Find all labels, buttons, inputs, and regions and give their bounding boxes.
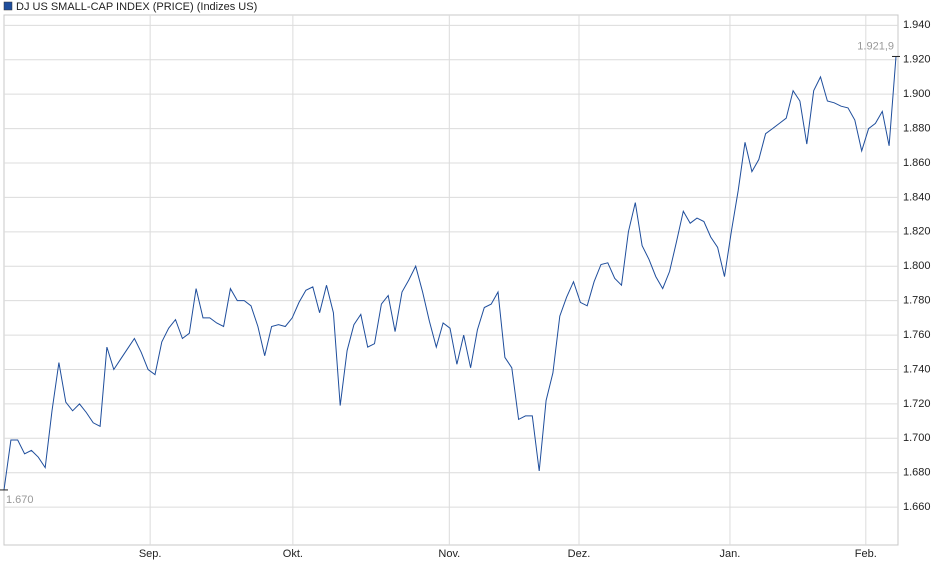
y-tick-label: 1.660 bbox=[903, 501, 931, 513]
y-tick-label: 1.800 bbox=[903, 260, 931, 272]
legend-label: DJ US SMALL-CAP INDEX (PRICE) (Indizes U… bbox=[16, 1, 257, 13]
y-tick-label: 1.700 bbox=[903, 432, 931, 444]
y-tick-label: 1.720 bbox=[903, 398, 931, 410]
x-tick-label: Okt. bbox=[283, 548, 303, 560]
y-tick-label: 1.780 bbox=[903, 295, 931, 307]
y-tick-label: 1.740 bbox=[903, 363, 931, 375]
y-tick-label: 1.920 bbox=[903, 54, 931, 66]
plot-frame bbox=[3, 14, 899, 546]
legend-swatch bbox=[3, 1, 13, 11]
x-tick-label: Jan. bbox=[720, 548, 741, 560]
y-tick-label: 1.760 bbox=[903, 329, 931, 341]
y-tick-label: 1.900 bbox=[903, 88, 931, 100]
y-tick-label: 1.820 bbox=[903, 226, 931, 238]
price-line bbox=[3, 56, 897, 490]
y-tick-label: 1.860 bbox=[903, 157, 931, 169]
value-label: 1.670 bbox=[6, 494, 34, 506]
y-tick-label: 1.680 bbox=[903, 467, 931, 479]
x-tick-label: Sep. bbox=[139, 548, 162, 560]
x-tick-label: Feb. bbox=[855, 548, 877, 560]
x-tick-label: Nov. bbox=[438, 548, 460, 560]
value-label: 1.921,9 bbox=[857, 40, 894, 52]
y-tick-label: 1.940 bbox=[903, 19, 931, 31]
y-tick-label: 1.880 bbox=[903, 122, 931, 134]
y-tick-label: 1.840 bbox=[903, 191, 931, 203]
x-tick-label: Dez. bbox=[568, 548, 591, 560]
